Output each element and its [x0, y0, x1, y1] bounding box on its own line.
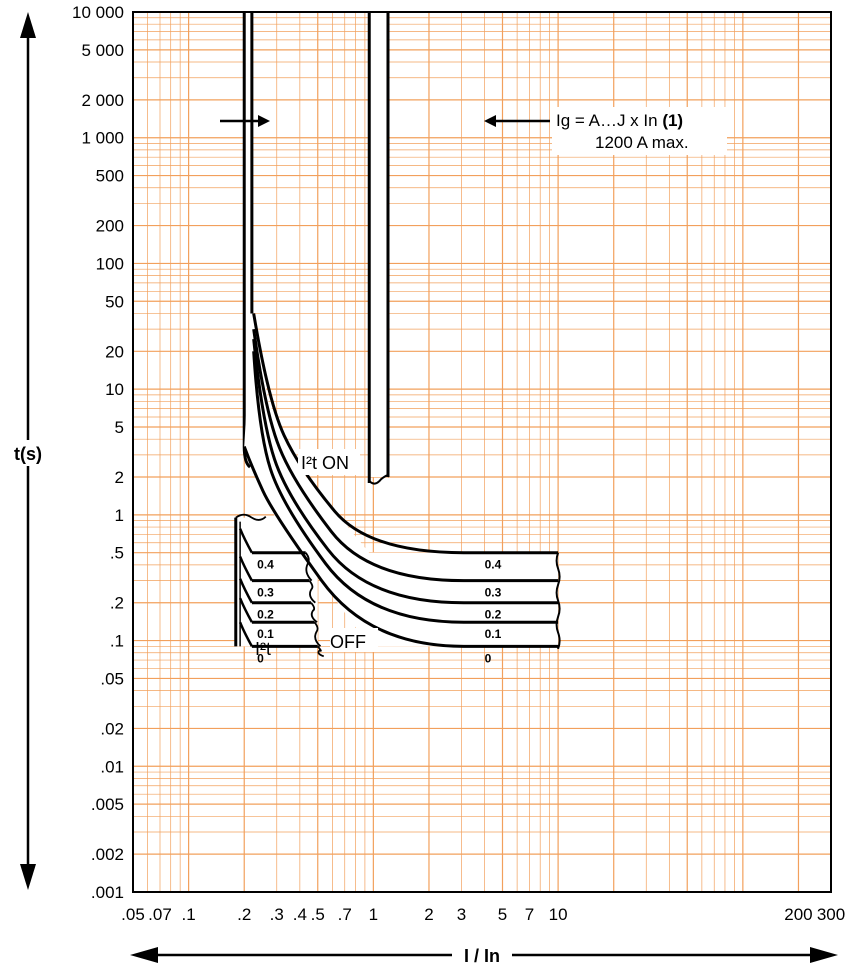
- y-tick-label: 500: [96, 167, 124, 186]
- off-wave-4: [317, 645, 325, 658]
- y-tick-label: .001: [91, 883, 124, 902]
- ig-annotation-bg: [552, 107, 727, 155]
- off-inner-curve-0: [238, 528, 253, 554]
- x-tick-label: 3: [457, 905, 466, 924]
- trip-curve-1: [252, 328, 559, 583]
- y-tick-label: .01: [100, 757, 124, 776]
- y-tick-label: 1 000: [81, 129, 124, 148]
- off-wave-0: [304, 552, 313, 582]
- y-tick-label: 5: [115, 418, 124, 437]
- x-tick-label: 7: [525, 905, 534, 924]
- y-tick-label: .5: [110, 544, 124, 563]
- trip-curve-2: [252, 338, 559, 605]
- x-tick-label: .05: [121, 905, 145, 924]
- i2t-on-bg: [298, 449, 360, 475]
- off-wave-2: [310, 602, 318, 623]
- i2t-on-label: I²t ON: [301, 453, 349, 473]
- i2t-off-suffix: OFF: [330, 632, 366, 652]
- off-top-wave: [235, 513, 267, 521]
- x-tick-labels: .05.07 .1 .2 .3 .4.5 .7 1 2 3 5 7 10 200 300: [121, 905, 845, 924]
- right-band-fill: [364, 552, 559, 647]
- trip-curve-0: [252, 313, 559, 555]
- ig-annotation-line1-text: Ig = A…J x In: [556, 111, 662, 130]
- x-tick-label: 5: [498, 905, 507, 924]
- x-tick-label: 2: [424, 905, 433, 924]
- trip-curve-3: [252, 351, 559, 624]
- pickup-arrow-head: [258, 115, 270, 127]
- x-tick-label: .07: [148, 905, 172, 924]
- delay-label-left: 0.4: [257, 558, 274, 572]
- ig-annotation-line2: 1200 A max.: [595, 133, 689, 152]
- pickup-band-fill: [244, 12, 252, 447]
- y-axis-arrow-down: [20, 864, 36, 890]
- y-tick-label: 2 000: [81, 91, 124, 110]
- delay-label-right: 0.1: [485, 627, 502, 641]
- x-tick-label: .1: [182, 905, 196, 924]
- ig-annotation-line1-bold: (1): [662, 111, 683, 130]
- delay-label-left: 0.2: [257, 608, 274, 622]
- y-tick-label: 10: [105, 380, 124, 399]
- delay-label-left: 0.3: [257, 586, 274, 600]
- plot-frame: [132, 11, 832, 893]
- x-axis-title: I / In: [464, 946, 500, 966]
- y-tick-label: .02: [100, 719, 124, 738]
- off-inner-curve-3: [238, 597, 253, 623]
- annotations: I²t ON OFF I²t Ig = A…J x In (1) 1200 A max.: [220, 107, 727, 659]
- curve-bands: [235, 12, 559, 647]
- y-tick-label: 100: [96, 254, 124, 273]
- curve-labels: 0.4 0.3 0.2 0.1 0 0.4 0.3 0.2 0.1 0: [257, 558, 501, 666]
- pickup-corner: [242, 446, 252, 469]
- x-tick-label: .2: [237, 905, 251, 924]
- x-tick-label: .4: [293, 905, 307, 924]
- axis-arrows: t(s) I / In: [6, 12, 838, 968]
- x-tick-label: .3: [270, 905, 284, 924]
- x-axis-arrow-right: [810, 947, 838, 963]
- y-tick-label: 2: [115, 468, 124, 487]
- x-tick-label: .7: [338, 905, 352, 924]
- off-inner-curve-2: [238, 578, 253, 604]
- y-tick-label: 20: [105, 342, 124, 361]
- off-wave-3: [313, 621, 322, 647]
- y-axis-title: t(s): [14, 444, 42, 464]
- i2t-off-prefix: I²t: [255, 639, 271, 659]
- y-tick-label: .1: [110, 632, 124, 651]
- max-band-fill: [369, 12, 388, 478]
- y-tick-label: .005: [91, 795, 124, 814]
- delay-label-right: 0.4: [485, 558, 502, 572]
- y-tick-label: 1: [115, 506, 124, 525]
- y-tick-label: 10 000: [72, 3, 124, 22]
- x-tick-label: 1: [369, 905, 378, 924]
- y-axis-arrow-up: [20, 12, 36, 38]
- max-band-bottom: [368, 474, 390, 485]
- y-title-bg: [6, 440, 52, 466]
- delay-label-right: 0: [485, 651, 492, 665]
- y-tick-labels: 10 000 5 000 2 000 1 000 500 200 100 50 20 10 5 2 1.…: [72, 3, 124, 902]
- delay-label-right: 0.2: [485, 608, 502, 622]
- x-tick-label: 200: [784, 905, 812, 924]
- ig-annotation-line1: Ig = A…J x In (1): [556, 111, 683, 130]
- y-tick-label: .002: [91, 845, 124, 864]
- max-arrow-head: [484, 115, 496, 127]
- x-tick-label: 300: [817, 905, 845, 924]
- y-tick-label: 200: [96, 217, 124, 236]
- delay-label-right: 0.3: [485, 586, 502, 600]
- x-tick-label: .5: [311, 905, 325, 924]
- y-tick-label: .2: [110, 594, 124, 613]
- trip-curves: [234, 313, 561, 658]
- y-tick-label: 5 000: [81, 41, 124, 60]
- x-axis-arrow-left: [130, 947, 158, 963]
- x-title-bg: [452, 942, 512, 968]
- right-wavy-edge: [555, 552, 561, 650]
- y-tick-label: .05: [100, 669, 124, 688]
- x-tick-label: 10: [549, 905, 568, 924]
- delay-label-left: 0.1: [257, 627, 274, 641]
- i2t-off-bg: [330, 628, 378, 652]
- off-wave-1: [308, 580, 316, 604]
- y-tick-label: 50: [105, 292, 124, 311]
- trip-curve-4: [242, 445, 559, 648]
- delay-label-left: 0: [257, 651, 264, 665]
- off-inner-curve-4: [238, 621, 253, 647]
- off-inner-curve-1: [238, 556, 253, 582]
